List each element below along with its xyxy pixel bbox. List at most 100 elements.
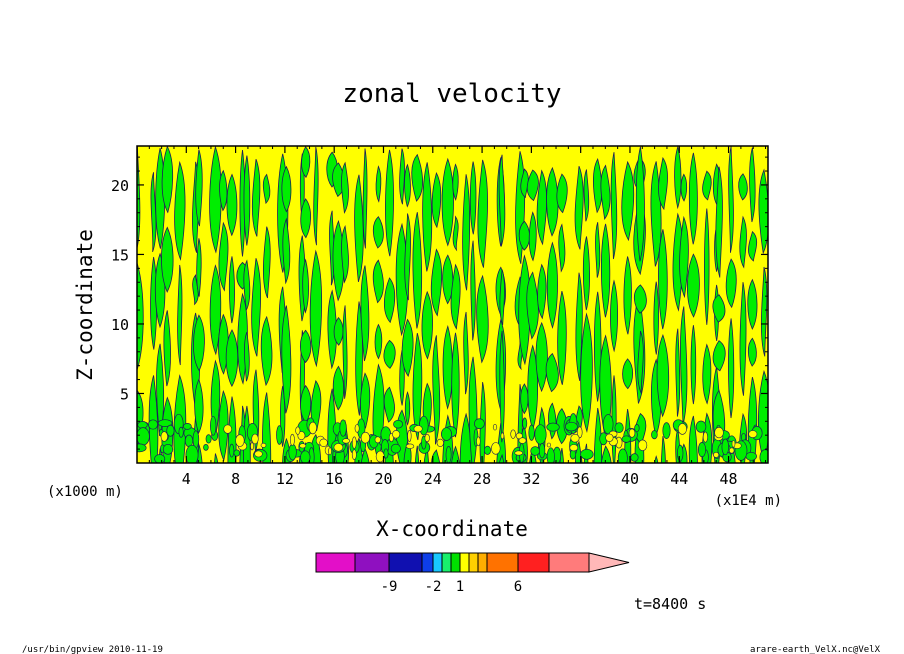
contour-streak — [219, 169, 228, 212]
colorbar-box — [354, 552, 390, 573]
y-tick-label: 5 — [120, 385, 129, 403]
contour-streak — [623, 256, 632, 335]
contour-streak — [499, 269, 505, 326]
contour-streak — [463, 311, 469, 395]
contour-streak — [580, 312, 593, 433]
contour-streak — [341, 161, 349, 214]
time-label: t=8400 s — [634, 595, 706, 613]
contour-streak — [260, 315, 273, 387]
contour-streak — [372, 216, 384, 249]
contour-streak — [430, 248, 443, 317]
contour-streak — [582, 236, 590, 311]
contour-streak — [499, 330, 505, 443]
contour-streak — [593, 291, 602, 402]
contour-streak — [680, 173, 688, 202]
contour-streak — [450, 263, 461, 330]
contour-cell — [621, 435, 632, 443]
colorbar-label: 1 — [456, 579, 464, 595]
contour-cell — [419, 415, 429, 436]
colorbar-label: -9 — [381, 579, 398, 595]
contour-streak — [702, 170, 712, 201]
contour-cell — [576, 426, 583, 439]
footer-left: /usr/bin/gpview 2010-11-19 — [22, 645, 163, 654]
contour-streak — [738, 173, 748, 201]
contour-streak — [690, 325, 697, 405]
colorbar-box — [477, 552, 488, 573]
contour-streak — [498, 453, 505, 463]
contour-cell — [260, 442, 267, 448]
contour-streak — [177, 264, 183, 366]
contour-cell — [295, 426, 301, 435]
contour-streak — [462, 174, 471, 291]
contour-cell — [154, 454, 166, 463]
contour-cell — [185, 444, 199, 463]
colorbar-box — [432, 552, 443, 573]
contour-streak — [161, 146, 174, 214]
contour-cell — [546, 422, 560, 432]
contour-cell — [530, 446, 541, 456]
contour-streak — [262, 173, 271, 205]
contour-streak — [333, 316, 344, 346]
contour-streak — [451, 445, 460, 463]
contour-streak — [412, 212, 423, 329]
y-axis: 5 10 15 20 — [111, 156, 768, 450]
contour-streak — [150, 172, 157, 253]
contour-streak — [214, 453, 219, 463]
contour-streak — [411, 153, 423, 202]
contour-streak — [748, 230, 758, 262]
contour-streak — [518, 220, 530, 251]
contour-cell — [500, 432, 505, 440]
contour-streak — [715, 166, 723, 278]
contour-cell — [721, 438, 730, 456]
contour-streak — [161, 226, 174, 293]
contour-streak — [300, 198, 311, 239]
x-tick-label: 4 — [182, 470, 191, 488]
x-axis: 4 8 12 16 20 24 28 32 36 40 44 48 — [148, 146, 767, 488]
contour-streak — [421, 290, 433, 360]
contour-streak — [633, 284, 647, 314]
contour-streak — [610, 152, 618, 260]
contour-cell — [564, 421, 578, 432]
contour-streak — [760, 266, 768, 357]
contour-streak — [218, 221, 229, 292]
contour-streak — [470, 240, 476, 341]
contour-cell — [390, 443, 401, 454]
contour-streak — [310, 380, 322, 432]
contour-cell — [546, 447, 555, 463]
contour-streak — [477, 159, 488, 268]
contour-streak — [610, 279, 618, 353]
contour-streak — [476, 274, 489, 364]
contour-streak — [557, 290, 567, 385]
contour-streak — [218, 390, 229, 462]
contour-streak — [712, 340, 726, 372]
contour-cell — [651, 430, 658, 440]
contour-streak — [688, 152, 698, 245]
contour-streak — [404, 213, 411, 301]
contour-cell — [731, 440, 736, 448]
x-tick-label: 8 — [231, 470, 240, 488]
contour-cell — [522, 417, 528, 430]
contour-streak — [600, 164, 611, 221]
contour-cell — [474, 418, 485, 430]
contour-cell — [375, 450, 385, 463]
contour-streak — [556, 173, 568, 214]
contour-streak — [526, 169, 539, 202]
contour-streak — [281, 165, 292, 213]
contour-cell — [510, 429, 516, 439]
contour-cell — [748, 430, 758, 438]
contour-streak — [526, 271, 539, 340]
contour-cell — [223, 424, 232, 434]
contour-streak — [442, 325, 453, 410]
contour-streak — [193, 314, 205, 372]
y-tick-label: 20 — [111, 177, 129, 195]
contour-cell — [374, 436, 381, 444]
contour-streak — [399, 148, 405, 205]
contour-cell — [492, 424, 498, 431]
contour-streak — [163, 310, 171, 387]
contour-streak — [383, 386, 395, 423]
contour-cell — [580, 448, 594, 460]
contour-cell — [360, 431, 371, 444]
x-tick-label: 40 — [621, 470, 639, 488]
contour-streak — [451, 332, 460, 438]
